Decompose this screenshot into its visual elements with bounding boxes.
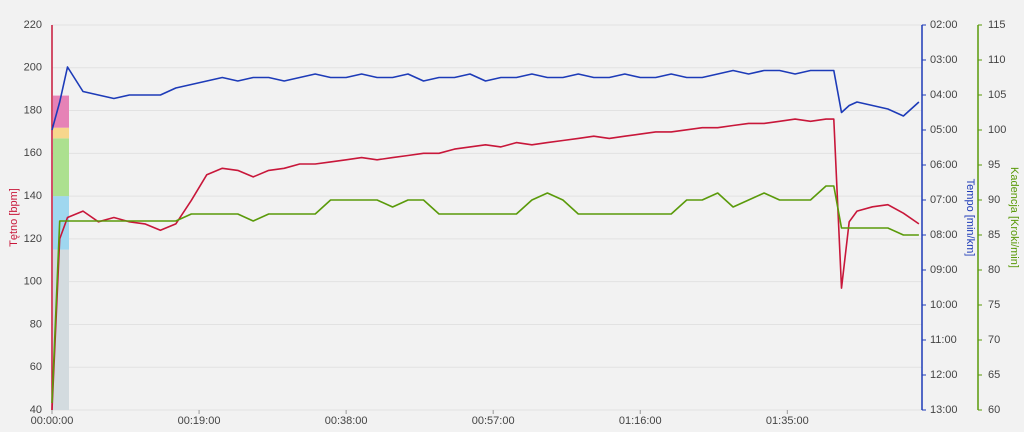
y3-tick-label: 110	[988, 54, 1006, 66]
x-tick-label: 01:16:00	[619, 415, 662, 427]
y2-tick-label: 03:00	[930, 54, 958, 66]
y2-tick-label: 13:00	[930, 404, 958, 416]
x-tick-label: 00:19:00	[178, 415, 221, 427]
y3-tick-label: 85	[988, 229, 1000, 241]
y-tick-label: 180	[24, 104, 42, 116]
hr-zone	[53, 138, 69, 197]
y2-tick-label: 12:00	[930, 369, 958, 381]
axis-title: Tempo [min/km]	[964, 179, 976, 257]
y2-tick-label: 05:00	[930, 124, 958, 136]
y-tick-label: 60	[30, 361, 42, 373]
y-tick-label: 40	[30, 404, 42, 416]
y3-tick-label: 90	[988, 194, 1000, 206]
x-tick-label: 00:38:00	[325, 415, 368, 427]
y2-tick-label: 02:00	[930, 19, 958, 31]
hr-zone	[53, 196, 69, 250]
y-tick-label: 200	[24, 62, 42, 74]
y-tick-label: 220	[24, 19, 42, 31]
y-tick-label: 140	[24, 190, 42, 202]
y-tick-label: 160	[24, 147, 42, 159]
y2-tick-label: 06:00	[930, 159, 958, 171]
y2-tick-label: 04:00	[930, 89, 958, 101]
y3-tick-label: 65	[988, 369, 1000, 381]
series-line	[51, 66, 920, 131]
y2-tick-label: 11:00	[930, 334, 957, 346]
y2-tick-label: 07:00	[930, 194, 958, 206]
y3-tick-label: 75	[988, 299, 1000, 311]
series-line	[51, 185, 919, 404]
axis-title: Tętno [bpm]	[8, 188, 20, 247]
x-tick-label: 00:00:00	[31, 415, 74, 427]
y3-tick-label: 95	[988, 159, 1000, 171]
y2-tick-label: 09:00	[930, 264, 958, 276]
x-tick-label: 01:35:00	[766, 415, 809, 427]
y3-tick-label: 70	[988, 334, 1000, 346]
y2-tick-label: 08:00	[930, 229, 958, 241]
y-tick-label: 120	[24, 233, 42, 245]
y3-tick-label: 60	[988, 404, 1000, 416]
axis-title: Kadencja [Kroki/min]	[1008, 167, 1020, 268]
y3-tick-label: 100	[988, 124, 1006, 136]
x-tick-label: 00:57:00	[472, 415, 515, 427]
y-tick-label: 80	[30, 318, 42, 330]
y3-tick-label: 105	[988, 89, 1006, 101]
y3-tick-label: 80	[988, 264, 1000, 276]
hr-zone	[53, 127, 69, 139]
y3-tick-label: 115	[988, 19, 1006, 31]
y2-tick-label: 10:00	[930, 299, 958, 311]
hr-zone	[53, 95, 69, 128]
series-line	[51, 118, 920, 411]
y-tick-label: 100	[24, 276, 42, 288]
